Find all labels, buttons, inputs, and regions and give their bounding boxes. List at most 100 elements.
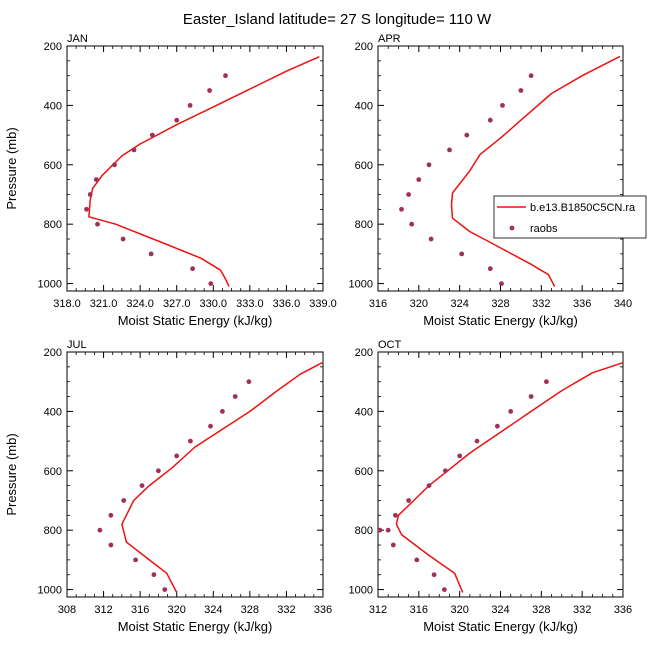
panel-oct: 312 316 320 324 328 332 336 200 400 600 800 1000 OCT… (349, 339, 633, 634)
raobs-point (487, 117, 493, 123)
x-tick-label: 328 (491, 298, 509, 310)
y-tick-label: 800 (44, 219, 62, 231)
y-axis-label: Pressure (mb) (4, 127, 19, 209)
x-tick-label: 332 (573, 604, 591, 616)
raobs-point (406, 192, 411, 197)
raobs-point (207, 88, 213, 93)
x-tick-label: 333.0 (236, 298, 264, 310)
raobs-point (93, 177, 99, 183)
y-tick-label: 400 (355, 100, 373, 112)
raobs-point (500, 103, 505, 108)
raobs-point (518, 88, 524, 93)
raobs-point (499, 281, 504, 286)
legend: b.e13.B1850C5CN.ra raobs (493, 195, 647, 239)
y-tick-label: 400 (355, 406, 373, 418)
raobs-point (139, 483, 145, 488)
panel-title: APR (378, 33, 401, 45)
raobs-point (95, 221, 100, 227)
x-tick-label: 312 (94, 604, 112, 616)
y-tick-label: 600 (44, 466, 62, 478)
x-tick-label: 320 (168, 604, 186, 616)
x-tick-label: 336 (314, 604, 332, 616)
raobs-point (528, 73, 534, 79)
raobs-point (428, 236, 434, 242)
raobs-point (187, 103, 193, 108)
raobs-point (414, 557, 420, 563)
x-tick-label: 318.0 (53, 298, 81, 310)
y-tick-label: 200 (44, 41, 62, 53)
raobs-point (409, 221, 415, 227)
legend-obs-marker (509, 225, 515, 231)
raobs-point (149, 132, 155, 138)
y-tick-label: 1000 (349, 279, 373, 291)
raobs-point (246, 379, 252, 385)
panel-title: JUL (67, 339, 87, 351)
raobs-point (97, 527, 103, 533)
x-tick-label: 324 (450, 298, 468, 310)
x-tick-label: 324.0 (126, 298, 154, 310)
plot-frame (66, 351, 324, 598)
raobs-point (464, 132, 470, 138)
model-line (121, 362, 323, 593)
x-tick-label: 340 (614, 298, 632, 310)
raobs-point (426, 483, 432, 488)
raobs-point (208, 281, 214, 286)
raobs-point (87, 192, 93, 197)
x-tick-label: 330.0 (200, 298, 228, 310)
y-tick-label: 400 (44, 406, 62, 418)
x-tick-label: 321.0 (90, 298, 118, 310)
x-tick-label: 339.0 (309, 298, 337, 310)
x-tick-label: 332 (277, 604, 295, 616)
raobs-point (406, 498, 411, 503)
raobs-point (508, 409, 514, 414)
raobs-point (121, 498, 127, 503)
raobs-point (528, 394, 534, 399)
legend-model-label: b.e13.B1850C5CN.ra (530, 202, 636, 214)
y-tick-label: 1000 (349, 585, 373, 597)
x-tick-label: 336 (614, 604, 632, 616)
raobs-point (190, 266, 196, 272)
x-tick-label: 316 (369, 298, 387, 310)
raobs-point (457, 453, 463, 459)
raobs-point (112, 162, 117, 168)
raobs-point (151, 572, 157, 578)
raobs-point (174, 117, 180, 123)
y-tick-label: 800 (44, 525, 62, 537)
y-tick-label: 200 (355, 347, 373, 359)
raobs-point (223, 73, 228, 79)
raobs-point (431, 572, 437, 578)
raobs-point (390, 542, 396, 548)
x-tick-label: 320 (410, 298, 428, 310)
raobs-point (220, 409, 225, 414)
panel-title: OCT (378, 339, 402, 351)
x-tick-label: 320 (450, 604, 468, 616)
raobs-point (399, 206, 404, 212)
raobs-point (443, 468, 448, 474)
panel-title: JAN (67, 33, 88, 45)
raobs-point (120, 236, 126, 242)
raobs-point (131, 147, 137, 153)
x-tick-label: 324 (491, 604, 509, 616)
y-tick-label: 600 (355, 160, 373, 172)
raobs-point (474, 438, 480, 444)
raobs-point (208, 423, 213, 429)
x-tick-label: 316 (131, 604, 149, 616)
raobs-point (108, 512, 114, 518)
y-tick-label: 200 (44, 347, 62, 359)
raobs-point (426, 162, 432, 168)
y-tick-label: 800 (355, 219, 373, 231)
raobs-point (459, 251, 465, 257)
x-tick-label: 328 (241, 604, 259, 616)
raobs-point (232, 394, 238, 399)
raobs-point (188, 438, 193, 444)
raobs-point (377, 527, 383, 533)
raobs-point (84, 206, 89, 212)
raobs-point (174, 453, 180, 459)
x-tick-label: 336.0 (273, 298, 301, 310)
model-line (395, 361, 624, 593)
raobs-point (108, 542, 114, 548)
raobs-point (442, 587, 447, 592)
raobs-point (148, 251, 154, 257)
x-tick-label: 327.0 (163, 298, 191, 310)
